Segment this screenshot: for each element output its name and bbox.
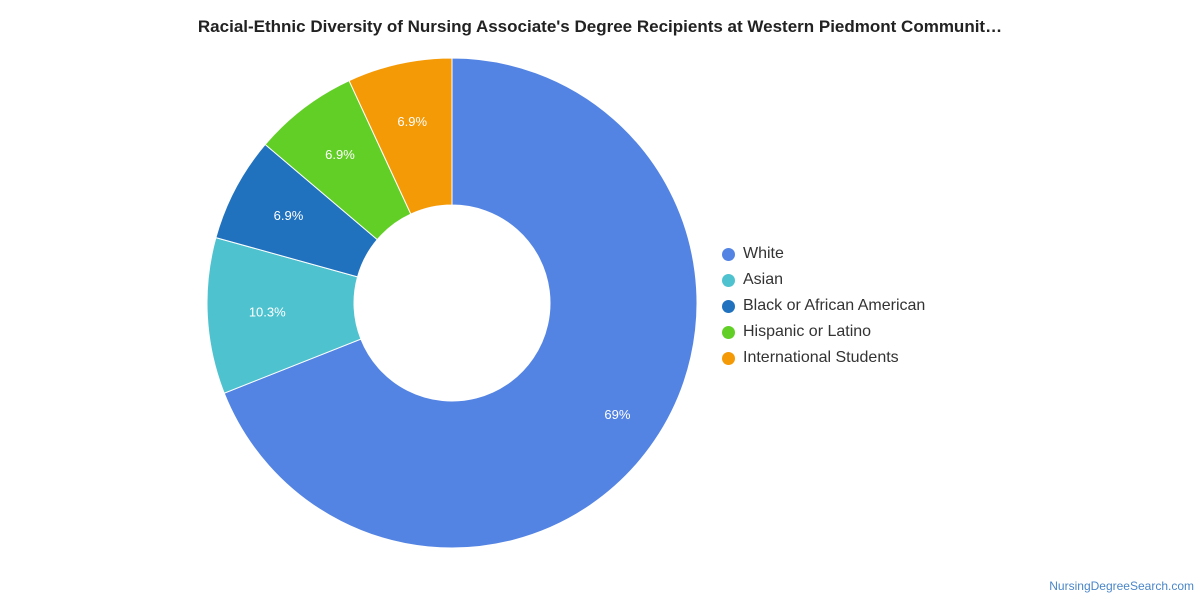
legend-item-international-students[interactable]: International Students <box>722 345 925 371</box>
slice-label-hispanic-or-latino: 6.9% <box>325 147 355 162</box>
legend-label: Black or African American <box>743 297 926 314</box>
legend-swatch <box>722 299 735 313</box>
legend-swatch <box>722 325 735 339</box>
slice-asian <box>206 236 362 394</box>
slice-label-black-or-african-american: 6.9% <box>274 208 304 223</box>
legend-swatch <box>722 247 735 261</box>
slice-international-students <box>348 57 453 215</box>
slice-label-international-students: 6.9% <box>397 114 427 129</box>
legend-label: International Students <box>743 349 899 366</box>
legend-item-hispanic-or-latino[interactable]: Hispanic or Latino <box>722 319 925 345</box>
slice-label-white: 69% <box>604 407 630 422</box>
legend-swatch <box>722 351 735 365</box>
site-credit-link[interactable]: NursingDegreeSearch.com <box>1049 579 1194 593</box>
slice-label-asian: 10.3% <box>249 304 286 319</box>
legend-item-asian[interactable]: Asian <box>722 267 925 293</box>
legend-swatch <box>722 273 735 287</box>
chart-legend: White Asian Black or African American Hispa… <box>722 241 925 371</box>
legend-item-black-or-african-american[interactable]: Black or African American <box>722 293 925 319</box>
slice-white <box>223 57 698 549</box>
legend-item-white[interactable]: White <box>722 241 925 267</box>
donut-slices <box>206 57 698 549</box>
chart-title: Racial-Ethnic Diversity of Nursing Assoc… <box>197 17 1003 36</box>
legend-label: White <box>743 245 784 262</box>
legend-label: Asian <box>743 271 784 288</box>
slice-labels: 69% 10.3% 6.9% 6.9% 6.9% <box>249 114 631 422</box>
legend-label: Hispanic or Latino <box>743 323 872 340</box>
